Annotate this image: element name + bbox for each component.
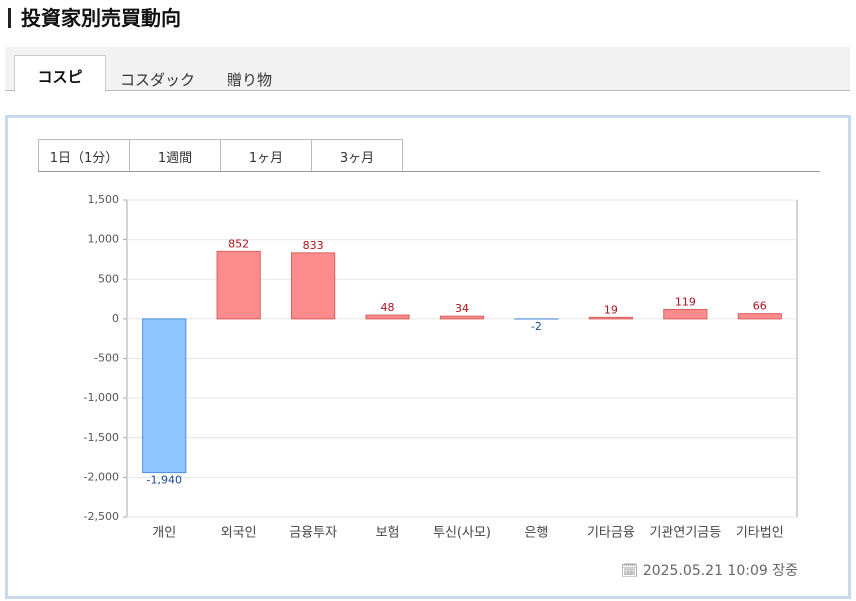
value-label: -2 bbox=[531, 320, 542, 333]
y-tick-label: 1,500 bbox=[88, 193, 120, 206]
y-tick-label: -1,500 bbox=[84, 431, 119, 444]
page-title: 投資家別売買動向 bbox=[8, 8, 181, 28]
bar bbox=[663, 308, 708, 320]
timestamp: 🗓 2025.05.21 10:09 장중 bbox=[620, 563, 798, 579]
x-tick-label: 외국인 bbox=[221, 526, 257, 541]
y-tick-label: 0 bbox=[112, 312, 119, 325]
tab[interactable]: コスピ bbox=[14, 55, 106, 92]
tab[interactable]: コスダック bbox=[120, 71, 196, 89]
x-tick-label: 은행 bbox=[524, 525, 548, 541]
bar bbox=[142, 318, 187, 474]
x-tick-label: 투신(사모) bbox=[433, 526, 491, 541]
y-tick-label: -500 bbox=[94, 352, 119, 365]
bar bbox=[439, 315, 485, 320]
bar bbox=[291, 252, 336, 320]
y-tick-label: -1,000 bbox=[84, 391, 119, 404]
y-tick-label: 500 bbox=[98, 272, 119, 285]
bar bbox=[588, 316, 633, 320]
x-tick-label: 보험 bbox=[376, 526, 400, 541]
value-label: 833 bbox=[303, 239, 324, 252]
value-label: -1,940 bbox=[146, 474, 181, 487]
x-tick-label: 기타법인 bbox=[736, 526, 784, 541]
tab-line bbox=[38, 171, 820, 172]
y-tick-label: -2,500 bbox=[84, 510, 119, 523]
value-label: 119 bbox=[675, 295, 696, 308]
tab-bar: コスピ コスダック 贈り物 bbox=[5, 47, 850, 92]
period-tab[interactable]: 1週間 bbox=[129, 139, 221, 172]
value-label: 19 bbox=[604, 303, 618, 316]
value-label: 66 bbox=[753, 300, 767, 313]
value-label: 34 bbox=[455, 302, 469, 315]
x-tick-label: 기타금융 bbox=[587, 526, 635, 541]
x-tick-label: 금융투자 bbox=[289, 526, 337, 541]
x-tick-label: 기관연기금등 bbox=[649, 526, 721, 541]
y-tick-label: -2,000 bbox=[84, 470, 119, 483]
panel: 1日（1分） 1週間 1ヶ月 3ヶ月 bbox=[5, 115, 851, 599]
period-tab[interactable]: 3ヶ月 bbox=[311, 139, 403, 172]
y-tick-label: 1,000 bbox=[88, 233, 120, 246]
bar bbox=[737, 313, 782, 320]
value-label: 48 bbox=[381, 301, 395, 314]
x-tick-label: 개인 bbox=[152, 526, 176, 541]
tab[interactable]: 贈り物 bbox=[227, 71, 273, 89]
timestamp-text: 2025.05.21 10:09 장중 bbox=[642, 563, 798, 579]
bar bbox=[365, 314, 410, 320]
period-tab[interactable]: 1日（1分） bbox=[38, 139, 130, 172]
bar bbox=[216, 250, 261, 320]
value-label: 852 bbox=[228, 237, 249, 250]
